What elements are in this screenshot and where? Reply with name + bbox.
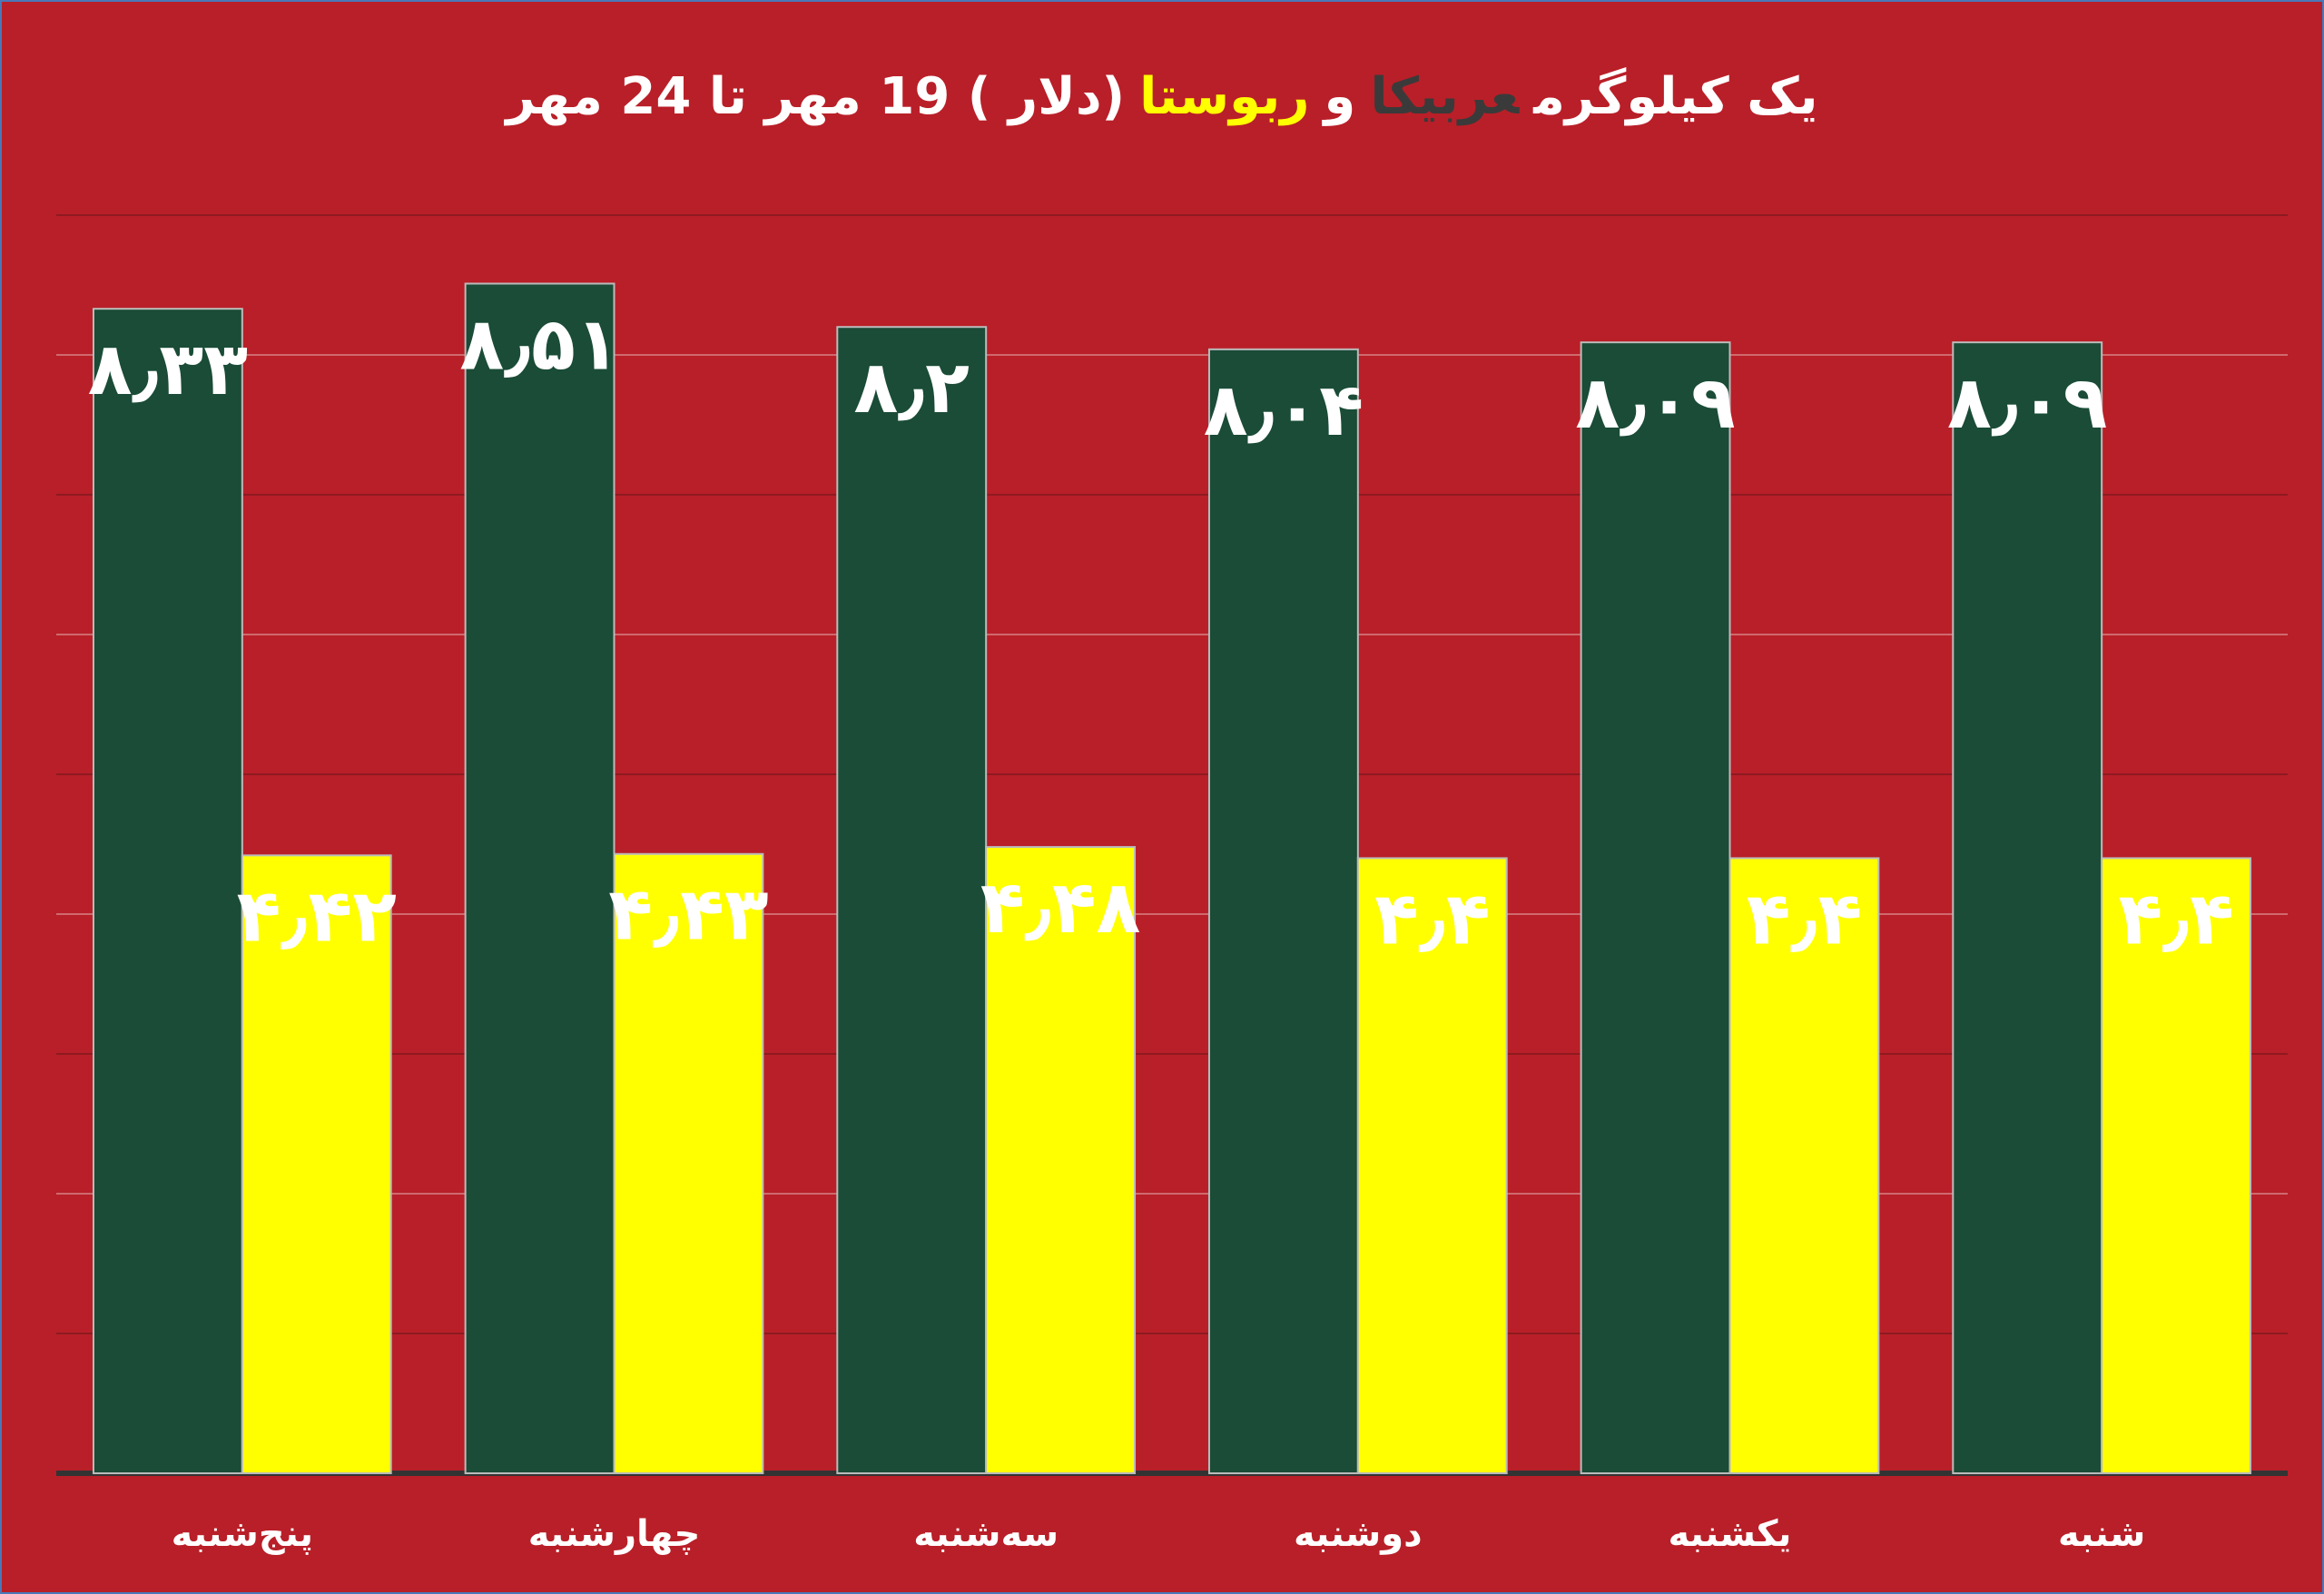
bar: [2101, 857, 2252, 1474]
x-tick-label: چهارشنبه: [528, 1513, 701, 1555]
bar: [464, 282, 615, 1475]
value-label: ۸٫۵۱: [459, 301, 619, 386]
value-label: ۴٫۴: [1374, 876, 1491, 960]
bar: [985, 846, 1137, 1474]
title-text: (دلار ) 19 مهر تا 24 مهر: [506, 67, 1126, 126]
x-tick-label: یکشنبه: [1669, 1513, 1792, 1555]
value-label: ۸٫۰۹: [1575, 360, 1735, 445]
value-label: ۴٫۴: [2118, 876, 2234, 960]
value-label: ۴٫۴۳: [608, 872, 768, 957]
value-label: ۴٫۴۲: [237, 873, 397, 958]
value-label: ۸٫۲: [853, 345, 970, 429]
chart-title: یک کیلوگرمعربیکاوربوستا(دلار ) 19 مهر تا…: [2, 67, 2322, 126]
value-label: ۴٫۴۸: [980, 865, 1140, 950]
bar: [1356, 857, 1508, 1474]
bar: [1580, 341, 1731, 1474]
bar: [613, 852, 764, 1474]
title-text: یک کیلوگرم: [1533, 67, 1818, 126]
x-tick-label: سه‌شنبه: [913, 1513, 1059, 1555]
x-tick-label: شنبه: [2058, 1513, 2145, 1555]
value-label: ۸٫۰۴: [1204, 368, 1364, 452]
bar: [92, 308, 243, 1474]
title-text: و: [1324, 67, 1356, 126]
value-label: ۸٫۳۳: [88, 327, 248, 411]
value-label: ۴٫۴: [1747, 876, 1863, 960]
bar: [241, 854, 392, 1474]
bar: [1207, 348, 1359, 1475]
bar: [1728, 857, 1880, 1474]
bar: [1952, 341, 2103, 1474]
title-series: عربیکا: [1370, 67, 1520, 126]
x-tick-label: دوشنبه: [1294, 1513, 1423, 1555]
title-series: ربوستا: [1139, 67, 1310, 126]
x-tick-label: پنج‌شنبه: [172, 1513, 313, 1555]
value-label: ۸٫۰۹: [1947, 360, 2107, 445]
bar: [836, 326, 988, 1475]
